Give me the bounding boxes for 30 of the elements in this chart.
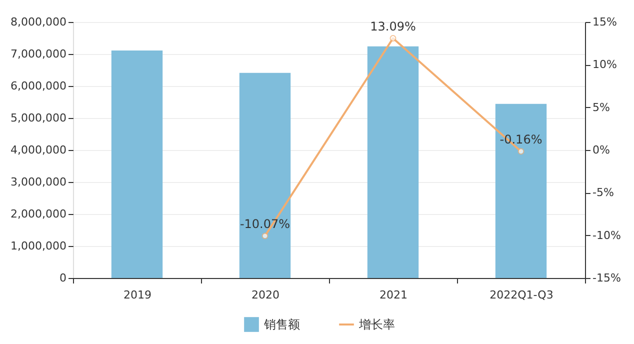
y-tick-label: 3,000,000 — [10, 176, 66, 188]
y-tick-label: 0 — [60, 272, 66, 284]
y2-tick-label: 5% — [592, 100, 610, 114]
bar — [111, 50, 163, 278]
x-tick-label: 2021 — [380, 288, 408, 302]
y2-tick-label: -5% — [592, 186, 614, 200]
y2-tick-label: 15% — [592, 16, 617, 28]
y2-tick-label: -15% — [592, 272, 621, 284]
y-tick-label: 1,000,000 — [10, 240, 66, 252]
x-tick-label: 2020 — [252, 288, 280, 302]
point — [262, 232, 268, 240]
x-tick-label: 2022Q1-Q3 — [490, 288, 554, 302]
y-tick-label: 2,000,000 — [10, 208, 66, 220]
y2-tick-label: 10% — [592, 58, 617, 72]
legend-label: 增长率 — [358, 318, 395, 332]
y-tick-label: 4,000,000 — [10, 144, 66, 156]
x-tick-label: 2019 — [124, 288, 152, 302]
point — [390, 35, 396, 42]
y2-tick-label: -10% — [592, 228, 621, 242]
bar — [239, 72, 291, 278]
bar — [367, 46, 419, 278]
y-tick-label: 5,000,000 — [10, 112, 66, 124]
point — [518, 148, 524, 155]
data-label: 13.09% — [370, 19, 416, 34]
y-tick-label: 6,000,000 — [10, 80, 66, 92]
legend-label: 销售额 — [263, 318, 300, 332]
y-tick-label: 8,000,000 — [10, 16, 66, 28]
y2-tick-label: 0% — [592, 144, 610, 156]
y-tick-label: 7,000,000 — [10, 48, 66, 60]
bar — [495, 104, 547, 278]
